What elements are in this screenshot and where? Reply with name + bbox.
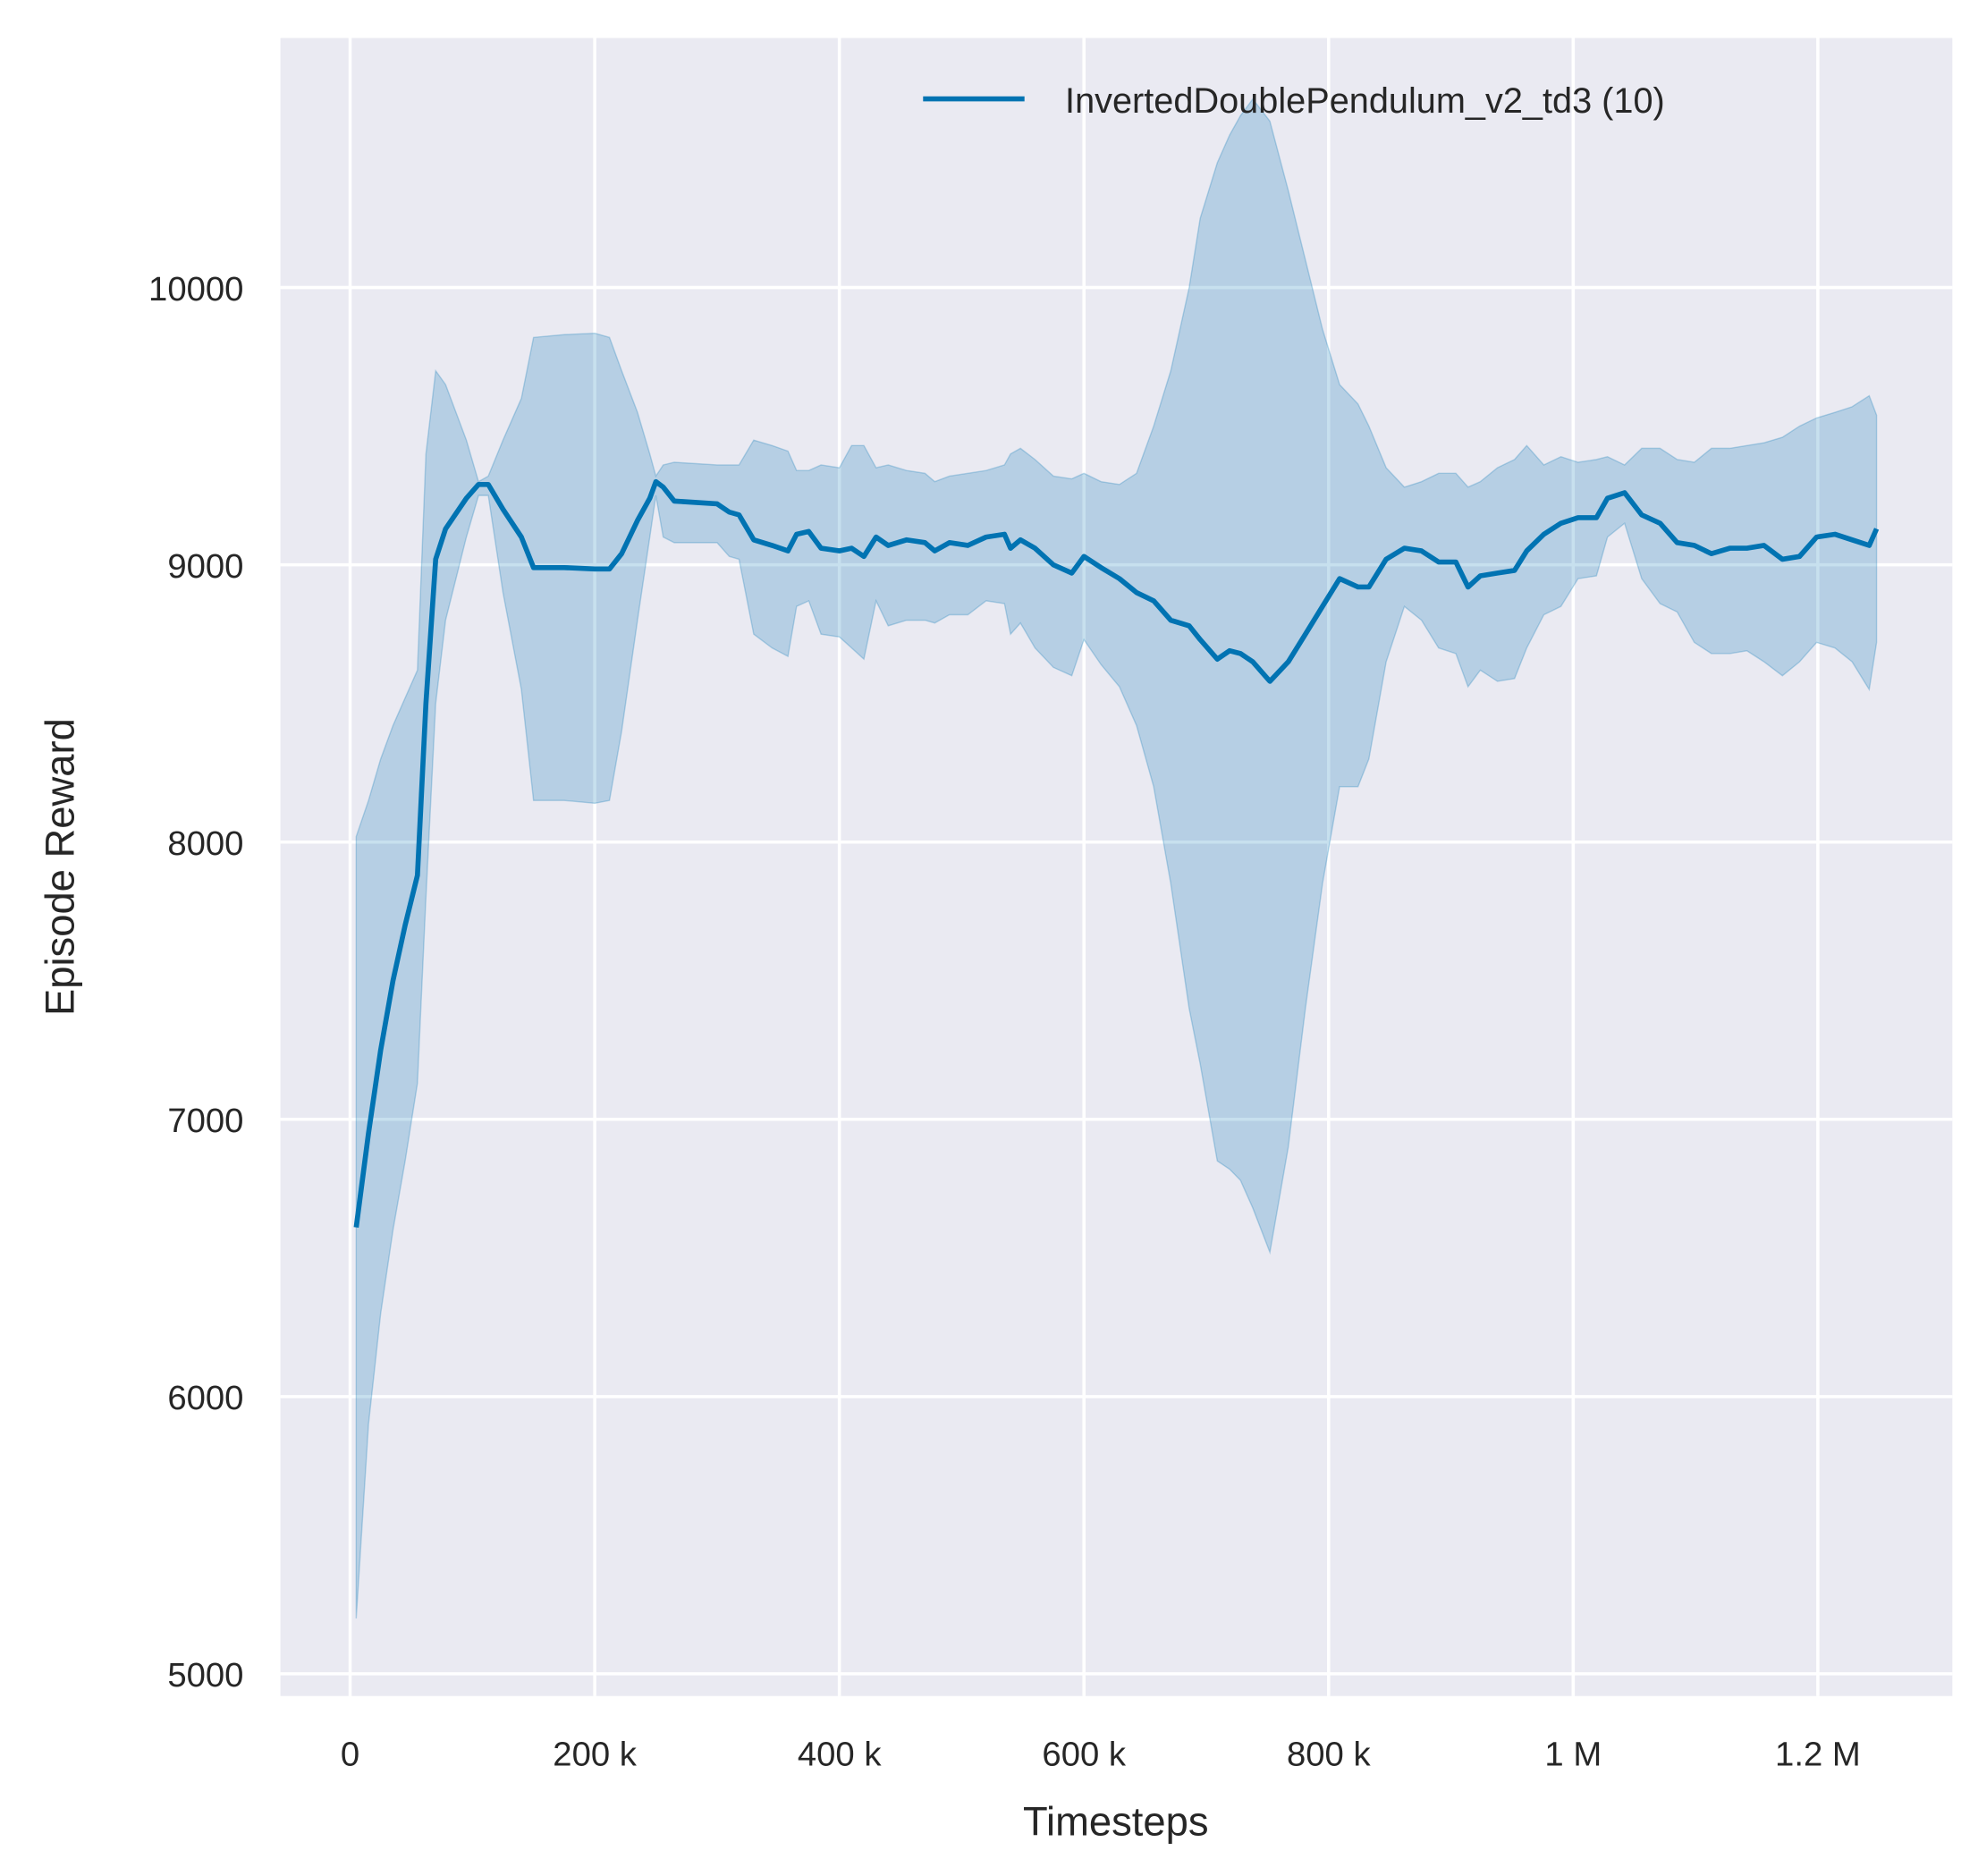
x-tick-label: 400 k	[798, 1736, 882, 1774]
legend: InvertedDoublePendulum_v2_td3 (10)	[923, 81, 1665, 121]
y-tick-labels: 5000 6000 7000 8000 9000 10000	[148, 270, 243, 1694]
y-tick-label: 5000	[167, 1656, 243, 1694]
x-axis-label: Timesteps	[1023, 1799, 1209, 1845]
grid	[280, 38, 1953, 1696]
x-tick-label: 1.2 M	[1775, 1736, 1861, 1774]
series-lines	[353, 478, 1880, 1228]
x-tick-label: 600 k	[1042, 1736, 1126, 1774]
x-tick-label: 1 M	[1544, 1736, 1602, 1774]
y-tick-label: 9000	[167, 547, 243, 586]
x-tick-label: 200 k	[553, 1736, 637, 1774]
y-tick-label: 8000	[167, 824, 243, 863]
y-tick-label: 10000	[148, 270, 243, 308]
x-tick-labels: 0 200 k 400 k 600 k 800 k 1 M 1.2 M	[341, 1736, 1861, 1774]
mean-line	[353, 478, 1880, 1228]
y-tick-label: 6000	[167, 1379, 243, 1417]
plot-background	[280, 38, 1953, 1696]
confidence-band	[355, 97, 1878, 1618]
legend-label: InvertedDoublePendulum_v2_td3 (10)	[1065, 81, 1665, 121]
y-tick-label: 7000	[167, 1102, 243, 1140]
y-axis-label: Episode Reward	[38, 718, 83, 1016]
confidence-band-group	[355, 97, 1878, 1618]
x-tick-label: 800 k	[1287, 1736, 1371, 1774]
x-tick-label: 0	[341, 1736, 359, 1774]
